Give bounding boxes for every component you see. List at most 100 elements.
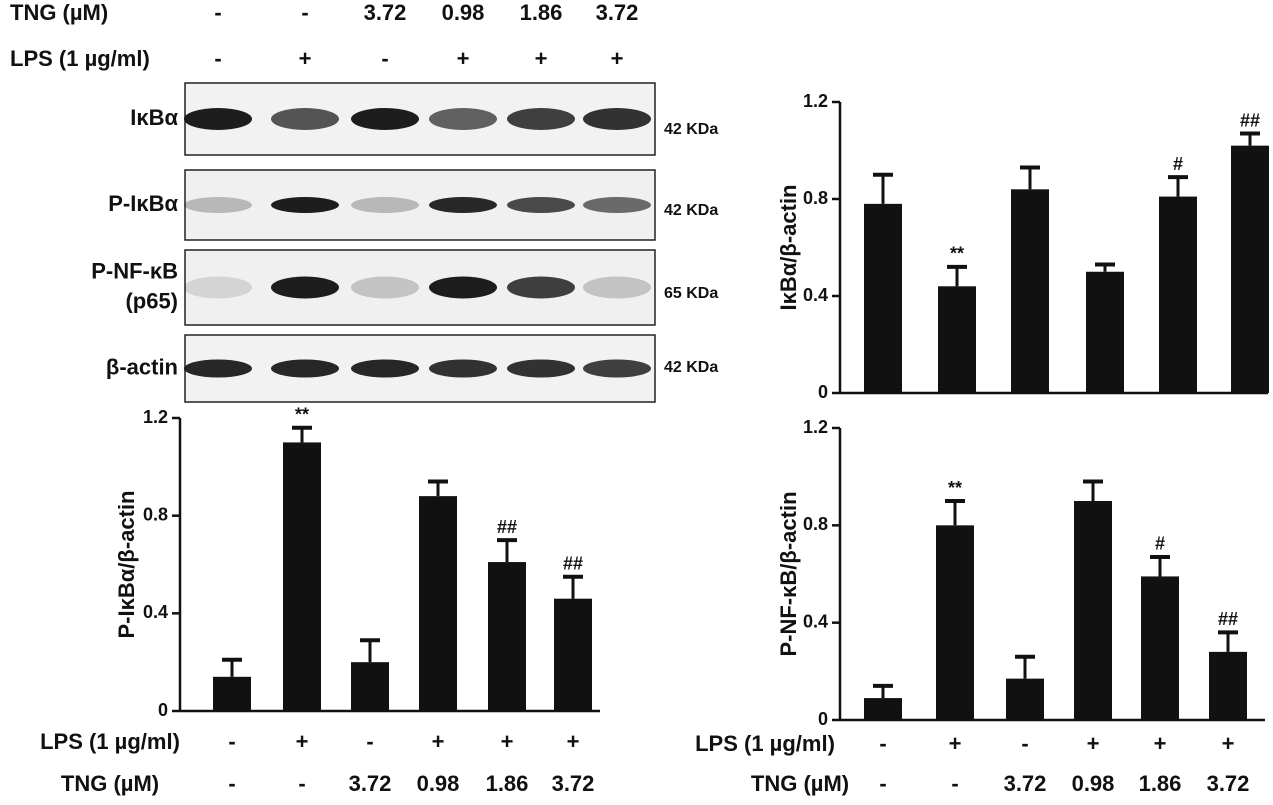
- blot-size-label: 65 KDa: [664, 285, 718, 302]
- bar: [1086, 271, 1124, 393]
- blot-header-value: +: [611, 46, 624, 71]
- y-tick-label: 1.2: [803, 91, 828, 111]
- significance-label: **: [948, 478, 962, 498]
- blot-header-label: LPS (1 µg/ml): [10, 46, 150, 71]
- bar-chart: 00.40.81.2P-NF-κB/β-actin**###LPS (1 µg/…: [695, 417, 1265, 796]
- x-tick-label: -: [879, 731, 886, 756]
- y-axis-label: P-IκBα/β-actin: [114, 490, 139, 638]
- blot-band: [184, 108, 252, 130]
- x-tick-label: 0.98: [417, 771, 460, 796]
- x-tick-label: +: [1154, 731, 1167, 756]
- blot-band: [507, 276, 575, 299]
- blot-band: [351, 197, 419, 213]
- blot-band: [429, 197, 497, 213]
- blot-band: [507, 108, 575, 130]
- blot-band: [351, 276, 419, 299]
- blot-row-label: (p65): [125, 288, 178, 313]
- blot-band: [271, 276, 339, 299]
- x-row-label: TNG (µM): [751, 771, 849, 796]
- x-tick-label: +: [567, 729, 580, 754]
- x-tick-label: +: [1087, 731, 1100, 756]
- blot-band: [429, 359, 497, 378]
- blot-band: [184, 197, 252, 213]
- x-tick-label: -: [366, 729, 373, 754]
- blot-header-label: TNG (µM): [10, 0, 108, 25]
- x-tick-label: -: [879, 771, 886, 796]
- blot-band: [184, 276, 252, 299]
- y-tick-label: 0.8: [803, 188, 828, 208]
- x-row-label: TNG (µM): [61, 771, 159, 796]
- x-tick-label: 1.86: [486, 771, 529, 796]
- y-tick-label: 1.2: [803, 417, 828, 437]
- y-axis-label: P-NF-κB/β-actin: [776, 491, 801, 656]
- x-row-label: LPS (1 µg/ml): [40, 729, 180, 754]
- blot-header-value: -: [301, 0, 308, 25]
- y-tick-label: 1.2: [143, 407, 168, 427]
- x-tick-label: +: [501, 729, 514, 754]
- x-tick-label: 0.98: [1072, 771, 1115, 796]
- x-tick-label: -: [298, 771, 305, 796]
- x-tick-label: +: [949, 731, 962, 756]
- bar: [936, 525, 974, 720]
- blot-header-value: +: [457, 46, 470, 71]
- blot-band: [351, 359, 419, 378]
- x-tick-label: +: [296, 729, 309, 754]
- blot-size-label: 42 KDa: [664, 121, 718, 138]
- bar: [938, 286, 976, 393]
- blot-box: [184, 82, 656, 156]
- x-tick-label: -: [1021, 731, 1028, 756]
- significance-label: ##: [1240, 110, 1260, 130]
- blot-band: [184, 359, 252, 378]
- y-tick-label: 0: [818, 382, 828, 402]
- blot-box: [184, 169, 656, 241]
- x-tick-label: -: [228, 771, 235, 796]
- bar: [1159, 196, 1197, 393]
- blot-header-value: 1.86: [520, 0, 563, 25]
- y-tick-label: 0.4: [143, 602, 168, 622]
- blot-band: [271, 197, 339, 213]
- x-tick-label: +: [432, 729, 445, 754]
- y-tick-label: 0.4: [803, 611, 828, 631]
- blot-header-value: 3.72: [596, 0, 639, 25]
- blot-band: [583, 197, 651, 213]
- x-tick-label: 3.72: [349, 771, 392, 796]
- x-tick-label: 3.72: [552, 771, 595, 796]
- blot-header-value: -: [214, 0, 221, 25]
- bar: [1011, 189, 1049, 393]
- significance-label: **: [295, 405, 309, 425]
- blot-band: [583, 359, 651, 378]
- blot-size-label: 42 KDa: [664, 359, 718, 376]
- blot-row-label: β-actin: [106, 354, 178, 379]
- bar: [351, 662, 389, 711]
- y-tick-label: 0: [158, 700, 168, 720]
- x-tick-label: -: [951, 771, 958, 796]
- x-tick-label: 1.86: [1139, 771, 1182, 796]
- x-tick-label: -: [228, 729, 235, 754]
- blot-row-label: P-NF-κB: [91, 258, 178, 283]
- blot-row-label: IκBα: [130, 105, 178, 130]
- x-tick-label: 3.72: [1004, 771, 1047, 796]
- bar: [213, 676, 251, 711]
- blot-header-value: +: [299, 46, 312, 71]
- bar: [864, 203, 902, 393]
- blot-header-value: -: [381, 46, 388, 71]
- blot-size-label: 42 KDa: [664, 202, 718, 219]
- blot-band: [429, 276, 497, 299]
- bar: [419, 496, 457, 711]
- y-tick-label: 0.8: [143, 504, 168, 524]
- y-axis-label: IκBα/β-actin: [776, 184, 801, 310]
- significance-label: ##: [1218, 609, 1238, 629]
- significance-label: #: [1155, 534, 1165, 554]
- significance-label: ##: [497, 517, 517, 537]
- blot-band: [271, 359, 339, 378]
- blot-band: [583, 276, 651, 299]
- bar: [488, 562, 526, 711]
- bar: [864, 698, 902, 720]
- blot-band: [271, 108, 339, 130]
- x-tick-label: +: [1222, 731, 1235, 756]
- blot-header-value: 3.72: [364, 0, 407, 25]
- western-blot: [184, 82, 656, 403]
- blot-band: [507, 359, 575, 378]
